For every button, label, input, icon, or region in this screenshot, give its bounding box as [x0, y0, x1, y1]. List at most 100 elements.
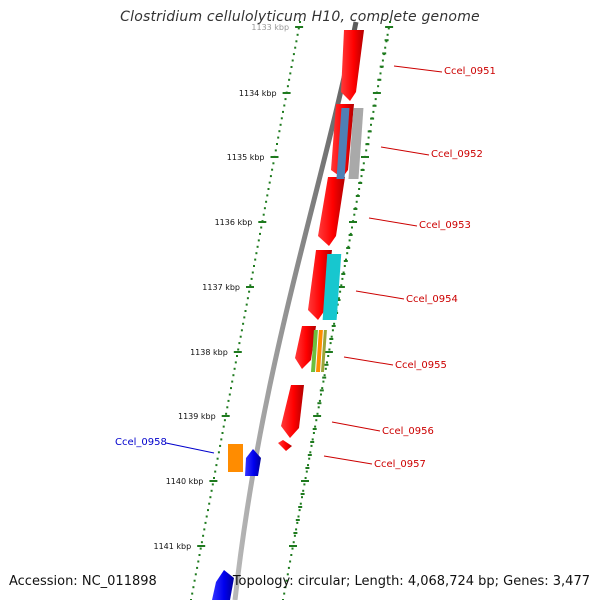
- track-dot: [191, 592, 194, 595]
- track-dot: [255, 252, 258, 255]
- gene-ccel-0958[interactable]: [245, 449, 261, 476]
- label-ccel-0955[interactable]: Ccel_0955: [395, 360, 447, 371]
- track-dot: [228, 393, 231, 396]
- domain-feature-0958[interactable]: [228, 444, 243, 472]
- gene-ccel-0957[interactable]: [278, 440, 292, 451]
- track-dot: [276, 143, 278, 145]
- track-dot: [289, 72, 292, 75]
- track-dot: [243, 316, 246, 319]
- track-dot: [254, 258, 257, 261]
- domain-feature-0954[interactable]: [322, 254, 342, 320]
- track-dot: [288, 78, 291, 81]
- track-dot: [310, 444, 313, 447]
- track-dot: [210, 489, 213, 492]
- track-dot: [314, 425, 317, 428]
- track-dot: [199, 547, 202, 550]
- track-dot: [316, 412, 319, 415]
- track-dot: [302, 489, 305, 492]
- track-dot: [299, 502, 302, 505]
- reverse-strand-genes: [212, 444, 261, 600]
- track-dot: [318, 399, 321, 402]
- track-dot: [339, 290, 342, 293]
- gene-ccel-0955[interactable]: [295, 326, 316, 369]
- track-dot: [372, 110, 375, 113]
- track-dot: [294, 46, 297, 49]
- track-dot: [324, 367, 327, 370]
- gene-labels: Ccel_0951 Ccel_0952 Ccel_0953 Ccel_0954 …: [115, 65, 496, 470]
- track-dot: [295, 528, 298, 531]
- track-dot: [230, 387, 232, 390]
- track-dot: [330, 335, 333, 338]
- track-dot: [385, 40, 388, 43]
- domain-feature-0952-a[interactable]: [336, 108, 350, 179]
- track-dot: [251, 271, 254, 274]
- track-dot: [312, 432, 315, 434]
- track-dot: [384, 46, 387, 49]
- label-ccel-0951[interactable]: Ccel_0951: [444, 66, 496, 77]
- track-dot: [200, 541, 203, 544]
- gene-ccel-0954[interactable]: [308, 250, 332, 320]
- track-dot: [220, 438, 223, 441]
- tick-label: 1140 kbp: [166, 477, 204, 486]
- track-dot: [367, 136, 370, 139]
- track-dot: [331, 329, 334, 332]
- domain-feature-0952-b[interactable]: [348, 108, 364, 179]
- track-dot: [227, 399, 230, 402]
- accession-label: Accession:: [9, 574, 78, 589]
- track-dot: [358, 188, 361, 190]
- track-dot: [286, 85, 289, 88]
- track-dot: [272, 162, 275, 165]
- track-dot: [320, 393, 322, 396]
- track-dot: [222, 425, 225, 428]
- track-dot: [203, 528, 206, 531]
- track-dot: [333, 322, 336, 325]
- track-dot: [246, 297, 249, 300]
- track-dot: [278, 130, 281, 133]
- track-dot: [321, 387, 324, 390]
- track-dot: [248, 290, 251, 293]
- domain-feature-0955-c[interactable]: [320, 330, 327, 372]
- label-ccel-0957[interactable]: Ccel_0957: [374, 459, 426, 470]
- track-dot: [301, 496, 303, 499]
- label-ccel-0956[interactable]: Ccel_0956: [382, 426, 434, 437]
- label-ccel-0952[interactable]: Ccel_0952: [431, 149, 483, 160]
- track-dot: [340, 284, 343, 287]
- track-dot: [242, 322, 245, 325]
- track-dot: [205, 515, 208, 518]
- track-dot: [239, 335, 242, 338]
- track-dot: [219, 444, 222, 447]
- track-dot: [226, 406, 229, 409]
- track-dot: [374, 98, 377, 101]
- tick-label: 1138 kbp: [190, 348, 228, 357]
- track-dot: [370, 123, 372, 126]
- gene-ccel-0953[interactable]: [318, 177, 345, 246]
- track-dot: [317, 406, 320, 409]
- gene-ccel-0959[interactable]: [212, 570, 234, 600]
- gene-ccel-0951[interactable]: [341, 30, 364, 101]
- track-dot: [328, 348, 331, 351]
- track-dot: [271, 168, 274, 171]
- track-dot: [287, 566, 290, 569]
- track-dot: [297, 515, 300, 518]
- track-dot: [360, 175, 363, 178]
- track-dot: [198, 554, 201, 556]
- track-dot: [221, 432, 224, 434]
- track-dot: [348, 239, 351, 242]
- label-ccel-0953[interactable]: Ccel_0953: [419, 220, 471, 231]
- track-dot: [322, 380, 325, 383]
- gene-ccel-0956[interactable]: [281, 385, 304, 438]
- label-ccel-0954[interactable]: Ccel_0954: [406, 294, 458, 305]
- track-dot: [274, 149, 277, 152]
- track-dot: [277, 136, 280, 139]
- track-dot: [379, 72, 382, 75]
- left-coordinate-track: [190, 21, 301, 600]
- track-dot: [290, 554, 293, 556]
- track-dot: [292, 541, 295, 544]
- track-dot: [337, 297, 340, 300]
- domain-feature-0955-a[interactable]: [310, 330, 318, 372]
- track-dot: [253, 265, 255, 267]
- domain-feature-0955-b[interactable]: [315, 330, 323, 372]
- length-label: Length:: [354, 574, 404, 589]
- label-ccel-0958[interactable]: Ccel_0958: [115, 437, 167, 448]
